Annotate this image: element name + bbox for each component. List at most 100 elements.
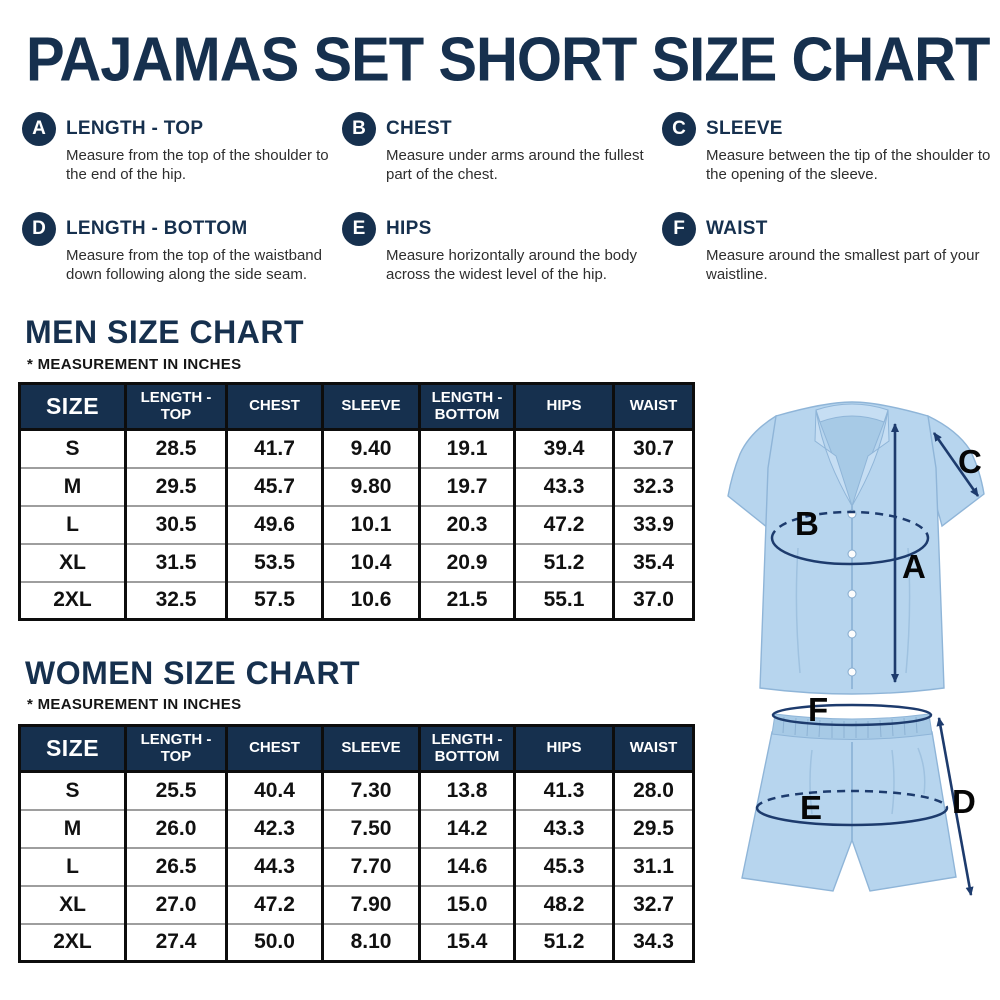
value-cell: 48.2 (513, 884, 615, 925)
chest-ellipse-dashed (770, 510, 930, 539)
table-row: 2XL 32.5 57.5 10.6 21.5 55.1 37.0 (18, 580, 695, 621)
label-b: B (795, 505, 819, 542)
measurement-E: E HIPS Measure horizontally around the b… (342, 212, 662, 312)
value-cell: 41.3 (513, 770, 615, 811)
column-header: WAIST (612, 725, 695, 773)
column-header: CHEST (225, 383, 324, 431)
column-header: HIPS (513, 383, 615, 431)
value-cell: 44.3 (225, 846, 324, 887)
column-header: LENGTH - TOP (124, 383, 228, 431)
value-cell: 7.30 (321, 770, 421, 811)
value-cell: 29.5 (124, 466, 228, 507)
value-cell: 47.2 (513, 504, 615, 545)
measurement-text: CHEST Measure under arms around the full… (386, 112, 662, 185)
shirt-crease (905, 547, 911, 674)
value-cell: 9.80 (321, 466, 421, 507)
measurement-A: A LENGTH - TOP Measure from the top of t… (22, 112, 342, 212)
measurement-name: WAIST (706, 218, 768, 239)
value-cell: 10.4 (321, 542, 421, 583)
letter-badge: B (342, 112, 376, 146)
value-cell: 10.6 (321, 580, 421, 621)
chest-ellipse (770, 537, 930, 566)
table-row: M 29.5 45.7 9.80 19.7 43.3 32.3 (18, 466, 695, 507)
value-cell: 14.2 (418, 808, 516, 849)
value-cell: 21.5 (418, 580, 516, 621)
value-cell: 32.5 (124, 580, 228, 621)
pajama-shorts-illustration: F E D (741, 691, 976, 896)
label-c: C (958, 443, 982, 480)
pocket-seam (917, 747, 926, 795)
table-row: XL 27.0 47.2 7.90 15.0 48.2 32.7 (18, 884, 695, 925)
value-cell: 31.1 (612, 846, 695, 887)
button (847, 667, 857, 677)
collar-back (815, 403, 889, 423)
column-header: SLEEVE (321, 383, 421, 431)
measurement-C: C SLEEVE Measure between the tip of the … (662, 112, 991, 212)
waist-ellipse (771, 703, 933, 727)
column-header: SIZE (18, 383, 127, 431)
measurement-F: F WAIST Measure around the smallest part… (662, 212, 991, 312)
value-cell: 51.2 (513, 542, 615, 583)
value-cell: 32.3 (612, 466, 695, 507)
measurement-desc: Measure around the smallest part of your… (706, 247, 980, 283)
right-lapel (851, 409, 890, 507)
value-cell: 53.5 (225, 542, 324, 583)
value-cell: 20.3 (418, 504, 516, 545)
value-cell: 8.10 (321, 922, 421, 963)
value-cell: 50.0 (225, 922, 324, 963)
value-cell: 35.4 (612, 542, 695, 583)
men-chart-heading: MEN SIZE CHART (25, 314, 304, 350)
header-row: SIZE LENGTH - TOP CHEST SLEEVE LENGTH - BOTT… (18, 725, 695, 773)
label-a: A (902, 548, 926, 585)
size-cell: 2XL (18, 922, 127, 963)
women-size-table: SIZE LENGTH - TOP CHEST SLEEVE LENGTH - BOTT… (18, 724, 695, 963)
measurement-text: SLEEVE Measure between the tip of the sh… (706, 112, 991, 185)
value-cell: 55.1 (513, 580, 615, 621)
value-cell: 20.9 (418, 542, 516, 583)
pajama-top-illustration: B A C (727, 401, 985, 695)
value-cell: 27.0 (124, 884, 228, 925)
measurement-name: HIPS (386, 218, 432, 239)
header-row: SIZE LENGTH - TOP CHEST SLEEVE LENGTH - BOTT… (18, 383, 695, 431)
measurement-name: SLEEVE (706, 118, 783, 139)
letter-badge: A (22, 112, 56, 146)
measurement-text: LENGTH - BOTTOM Measure from the top of … (66, 212, 342, 285)
length-bottom-arrow (936, 717, 974, 896)
measurement-desc: Measure between the tip of the shoulder … (706, 147, 991, 183)
value-cell: 45.7 (225, 466, 324, 507)
value-cell: 19.1 (418, 428, 516, 469)
value-cell: 7.50 (321, 808, 421, 849)
column-header: HIPS (513, 725, 615, 773)
value-cell: 47.2 (225, 884, 324, 925)
women-measurement-note: * MEASUREMENT IN INCHES (27, 696, 242, 713)
value-cell: 29.5 (612, 808, 695, 849)
measurement-desc: Measure from the top of the shoulder to … (66, 147, 329, 183)
value-cell: 42.3 (225, 808, 324, 849)
measurement-text: WAIST Measure around the smallest part o… (706, 212, 991, 285)
button (847, 629, 857, 639)
letter-badge: F (662, 212, 696, 246)
value-cell: 15.4 (418, 922, 516, 963)
value-cell: 30.7 (612, 428, 695, 469)
table-row: M 26.0 42.3 7.50 14.2 43.3 29.5 (18, 808, 695, 849)
waistband (771, 713, 933, 740)
column-header: LENGTH - BOTTOM (418, 383, 516, 431)
men-measurement-note: * MEASUREMENT IN INCHES (27, 356, 242, 373)
column-header: CHEST (225, 725, 324, 773)
value-cell: 28.5 (124, 428, 228, 469)
measurement-name: LENGTH - TOP (66, 118, 204, 139)
shorts-crease (891, 749, 895, 815)
measurement-B: B CHEST Measure under arms around the fu… (342, 112, 662, 212)
value-cell: 39.4 (513, 428, 615, 469)
value-cell: 14.6 (418, 846, 516, 887)
table-row: S 25.5 40.4 7.30 13.8 41.3 28.0 (18, 770, 695, 811)
table-row: L 26.5 44.3 7.70 14.6 45.3 31.1 (18, 846, 695, 887)
shorts-body (741, 731, 957, 892)
value-cell: 30.5 (124, 504, 228, 545)
value-cell: 10.1 (321, 504, 421, 545)
table-row: 2XL 27.4 50.0 8.10 15.4 51.2 34.3 (18, 922, 695, 963)
label-f: F (808, 691, 828, 728)
column-header: SLEEVE (321, 725, 421, 773)
measurement-name: CHEST (386, 118, 452, 139)
value-cell: 31.5 (124, 542, 228, 583)
